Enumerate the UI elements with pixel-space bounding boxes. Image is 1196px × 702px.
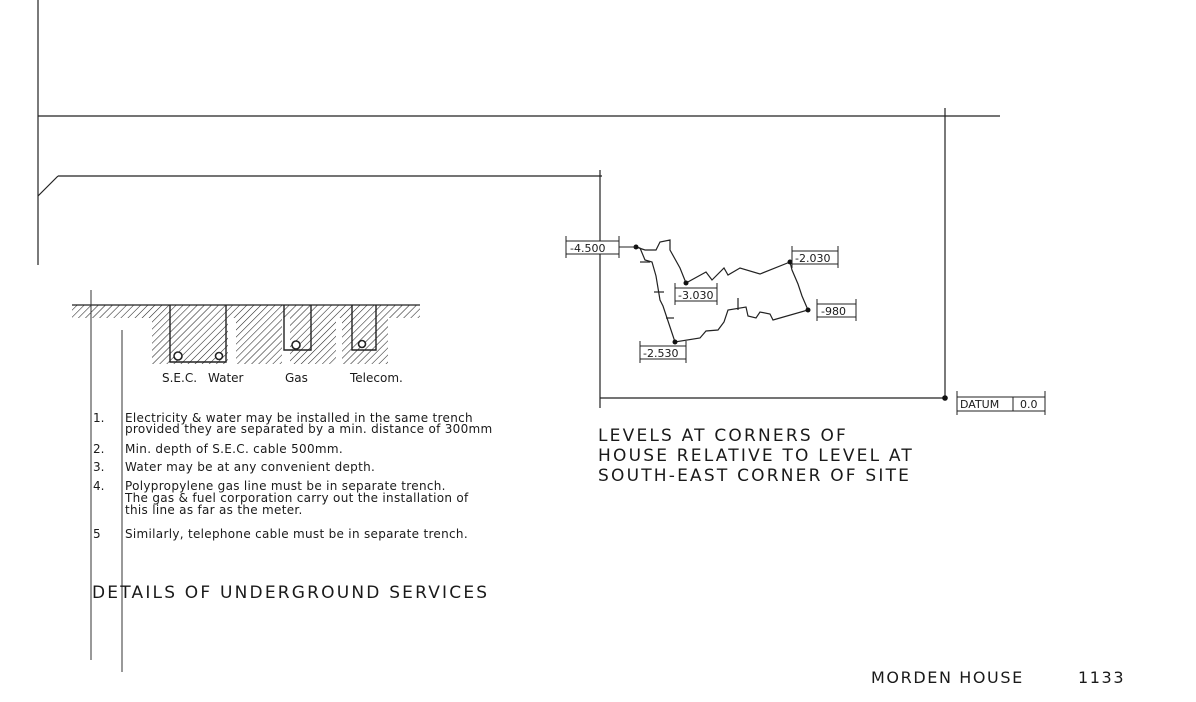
level-tag-4: -980: [821, 305, 846, 318]
level-tags: [565, 236, 1046, 415]
label-gas: Gas: [285, 371, 308, 385]
note-4-line-1: Polypropylene gas line must be in separa…: [125, 479, 446, 493]
levels-caption-line-3: SOUTH-EAST CORNER OF SITE: [598, 466, 911, 486]
note-4-line-2: The gas & fuel corporation carry out the…: [124, 491, 469, 505]
label-water: Water: [208, 371, 244, 385]
label-sec: S.E.C.: [162, 371, 197, 385]
levels-caption-line-2: HOUSE RELATIVE TO LEVEL AT: [598, 446, 914, 466]
note-5-number: 5: [93, 527, 101, 541]
note-4-number: 4.: [93, 479, 104, 493]
note-1-number: 1.: [93, 411, 104, 425]
note-5-line-1: Similarly, telephone cable must be in se…: [125, 527, 468, 541]
level-tag-2: -2.030: [795, 252, 830, 265]
sec-cable-icon: [173, 351, 183, 361]
note-2-number: 2.: [93, 442, 104, 456]
note-2-line-1: Min. depth of S.E.C. cable 500mm.: [125, 442, 343, 456]
level-tag-3: -3.030: [678, 289, 713, 302]
project-name: MORDEN HOUSE: [871, 668, 1024, 687]
site-boundary: [37, 0, 1000, 408]
notes-margin-lines: [90, 290, 123, 672]
datum-label: DATUM: [960, 398, 999, 411]
level-points: [633, 244, 948, 401]
trench-telecom: [351, 305, 377, 351]
level-tag-5: -2.530: [643, 347, 678, 360]
level-tag-1: -4.500: [570, 242, 605, 255]
levels-caption-line-1: LEVELS AT CORNERS OF: [598, 426, 848, 446]
note-4-line-3: this line as far as the meter.: [125, 503, 303, 517]
ground-hatching: [72, 305, 420, 364]
sheet-number: 1133: [1078, 668, 1125, 687]
trench-sec-water: [169, 305, 227, 363]
notes-list: 1. Electricity & water may be installed …: [93, 411, 493, 541]
levels-caption: LEVELS AT CORNERS OF HOUSE RELATIVE TO L…: [598, 426, 914, 486]
services-title: DETAILS OF UNDERGROUND SERVICES: [92, 583, 489, 603]
trench-section: S.E.C. Water Gas Telecom.: [72, 304, 420, 385]
level-values: -4.500 -2.030 -3.030 -980 -2.530 DATUM 0…: [570, 242, 1038, 411]
note-3-line-1: Water may be at any convenient depth.: [125, 460, 375, 474]
trench-gas: [283, 305, 312, 351]
note-3-number: 3.: [93, 460, 104, 474]
note-1-line-2: provided they are separated by a min. di…: [125, 422, 493, 436]
house-footprint: [635, 239, 809, 343]
label-telecom: Telecom.: [349, 371, 403, 385]
gas-pipe-icon: [291, 340, 301, 350]
note-1-line-1: Electricity & water may be installed in …: [125, 411, 473, 425]
telecom-cable-icon: [357, 339, 367, 349]
water-pipe-icon: [214, 351, 224, 361]
datum-value: 0.0: [1020, 398, 1038, 411]
